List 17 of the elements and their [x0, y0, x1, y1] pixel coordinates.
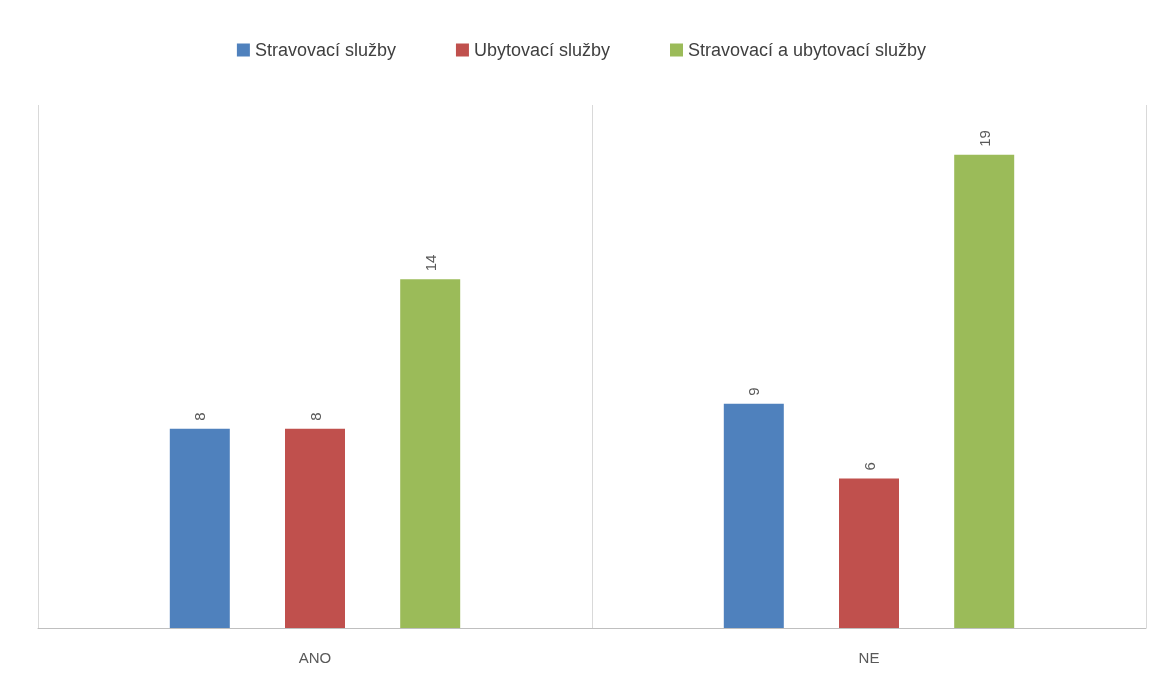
data-label: 8 — [191, 412, 209, 421]
x-tick-label: ANO — [298, 649, 332, 666]
bar — [285, 428, 345, 628]
bar — [169, 428, 230, 628]
bar — [954, 154, 1015, 628]
bar — [400, 279, 461, 628]
legend-label: Stravovací služby — [254, 40, 396, 60]
legend-label: Stravovací a ubytovací služby — [688, 40, 927, 60]
data-label: 19 — [975, 130, 993, 147]
data-label: 6 — [860, 462, 878, 471]
data-label: 14 — [421, 254, 439, 272]
x-tick-label: NE — [858, 649, 880, 666]
data-label: 8 — [306, 412, 324, 421]
legend-label: Ubytovací služby — [473, 40, 611, 60]
bar — [723, 403, 784, 628]
bar — [839, 478, 899, 628]
data-label: 9 — [745, 387, 763, 396]
